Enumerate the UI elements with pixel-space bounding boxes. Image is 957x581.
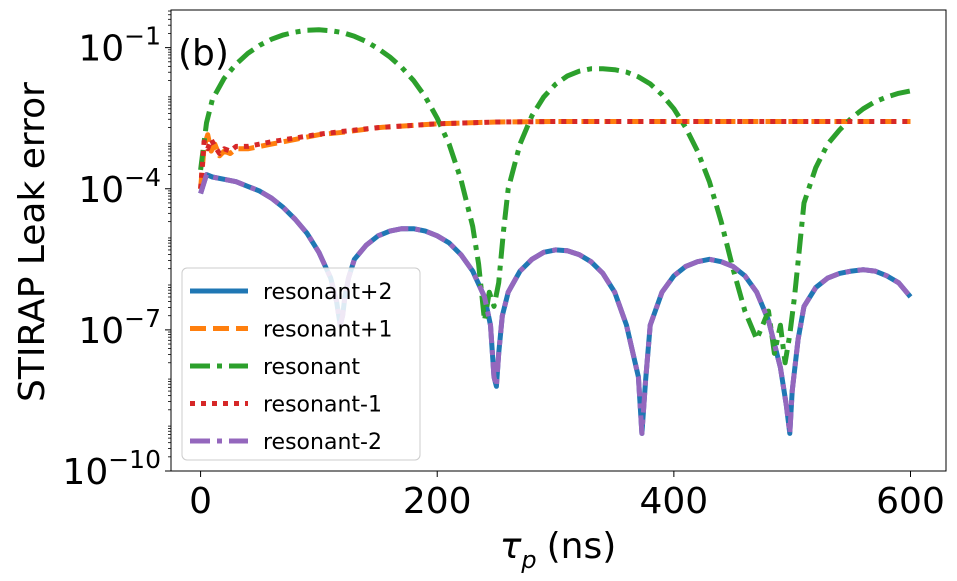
x-axis-label-symbol: τ [500, 526, 522, 567]
y-tick-exponent: −1 [124, 22, 161, 51]
x-axis-label-subscript: p [520, 546, 536, 574]
y-tick-base: 10 [62, 452, 108, 493]
y-axis-label: STIRAP Leak error [12, 82, 53, 402]
panel-label: (b) [178, 33, 229, 74]
y-tick-exponent: −7 [124, 304, 161, 333]
y-tick-base: 10 [78, 29, 124, 70]
x-axis-label-unit: (ns) [547, 526, 617, 567]
x-tick-label: 600 [876, 481, 945, 522]
x-tick-label: 400 [640, 481, 709, 522]
x-axis-ticks: 0 200 400 600 [189, 471, 945, 522]
y-tick-exponent: −10 [108, 445, 161, 474]
series-line-resonant-1 [198, 119, 911, 189]
legend-label-resonant-2: resonant-2 [263, 430, 382, 455]
legend-label-resonant-1: resonant-1 [263, 393, 382, 418]
legend-label-resonant+2: resonant+2 [263, 280, 392, 305]
legend-items: resonant+2 resonant+1 resonant resonant-1 re… [190, 280, 392, 455]
legend-box [181, 267, 421, 461]
y-tick-label: 10−10 [62, 445, 161, 493]
y-tick-exponent: −4 [124, 163, 161, 192]
y-tick-base: 10 [78, 311, 124, 352]
series-line-resonant+1 [198, 119, 911, 190]
x-axis-label: τp (ns) [500, 526, 617, 574]
legend: resonant+2 resonant+1 resonant resonant-1 re… [181, 267, 421, 461]
y-tick-label: 10−7 [78, 304, 161, 352]
y-tick-label: 10−4 [78, 163, 161, 211]
legend-label-resonant: resonant [263, 355, 360, 380]
y-tick-label: 10−1 [78, 22, 161, 70]
x-tick-label: 0 [189, 481, 212, 522]
series-line-resonant [198, 27, 911, 366]
legend-label-resonant+1: resonant+1 [263, 318, 392, 343]
x-tick-label: 200 [403, 481, 472, 522]
y-tick-base: 10 [78, 170, 124, 211]
